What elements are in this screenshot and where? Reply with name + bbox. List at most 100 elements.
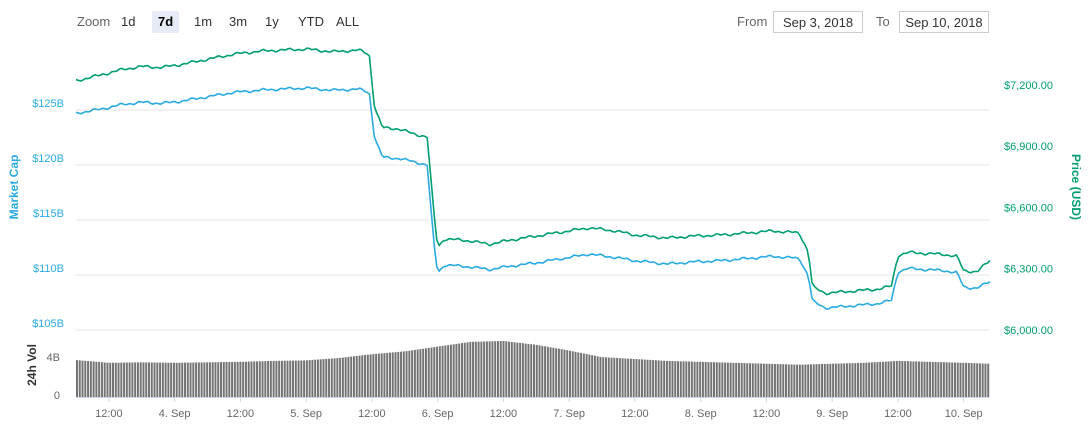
volume-bar [441, 345, 444, 397]
volume-bar [948, 362, 951, 397]
x-tick-label: 12:00 [358, 408, 386, 420]
volume-bar [178, 362, 181, 397]
volume-bar [139, 362, 142, 397]
market-cap-tick-label: $110B [33, 263, 64, 275]
volume-bar [754, 363, 757, 397]
volume-bar [78, 360, 81, 397]
volume-bar [621, 358, 624, 397]
volume-bar [131, 362, 134, 397]
volume-bar [167, 362, 170, 397]
volume-bar [610, 357, 613, 397]
volume-bar [472, 341, 475, 397]
volume-bar [829, 363, 832, 397]
market-cap-tick-label: $115B [33, 208, 64, 220]
volume-bar [790, 364, 793, 397]
volume-bar [962, 362, 965, 397]
volume-bar [901, 361, 904, 397]
volume-bar [724, 362, 727, 397]
volume-bar [269, 361, 272, 397]
volume-bar [483, 341, 486, 397]
volume-bar [593, 355, 596, 397]
volume-bar [422, 348, 425, 397]
volume-bar [250, 361, 253, 397]
volume-bar [854, 363, 857, 397]
zoom-1y-button[interactable]: 1y [265, 14, 279, 29]
volume-bar [128, 362, 131, 397]
volume-bar [430, 347, 433, 397]
volume-bar [826, 363, 829, 397]
volume-bar [546, 346, 549, 397]
zoom-3m-button[interactable]: 3m [229, 14, 248, 29]
volume-bar [674, 361, 677, 397]
volume-bar [217, 362, 220, 397]
volume-bar [638, 359, 641, 397]
volume-bar [145, 362, 148, 397]
zoom-1d-button[interactable]: 1d [121, 14, 136, 29]
volume-bar [906, 361, 909, 397]
volume-bar [172, 362, 175, 397]
volume-bar [624, 358, 627, 397]
volume-bar [236, 361, 239, 397]
volume-bar [383, 353, 386, 397]
volume-bar [380, 353, 383, 397]
x-tick-label: 12:00 [884, 408, 912, 420]
volume-bar [937, 362, 940, 397]
volume-bar [643, 359, 646, 397]
volume-bar [76, 360, 78, 397]
zoom-1m-button[interactable]: 1m [194, 14, 213, 29]
volume-bar [170, 362, 173, 397]
volume-bar [438, 346, 441, 397]
volume-bar [159, 362, 162, 397]
volume-bar [341, 357, 344, 397]
volume-bar [419, 349, 422, 397]
volume-bar [970, 363, 973, 397]
volume-bar [735, 362, 738, 397]
volume-bar [203, 362, 206, 397]
volume-bar [231, 362, 234, 397]
volume-bar [682, 361, 685, 397]
volume-bar [402, 351, 405, 397]
volume-bar [513, 342, 516, 397]
volume-bar [106, 362, 109, 397]
volume-bar [580, 352, 583, 397]
volume-bar [175, 362, 178, 397]
volume-bar [400, 351, 403, 397]
volume-bar [200, 362, 203, 397]
volume-bar [890, 361, 893, 397]
volume-bar [785, 364, 788, 397]
volume-bar [466, 342, 469, 397]
volume-bar [258, 361, 261, 397]
volume-bar [413, 349, 416, 397]
zoom-all-button[interactable]: ALL [336, 14, 360, 29]
volume-bar [893, 361, 896, 397]
volume-bar [870, 362, 873, 397]
volume-bar [211, 362, 214, 397]
volume-bar [303, 360, 306, 397]
volume-bar [868, 362, 871, 397]
to-date-input[interactable] [899, 11, 989, 33]
zoom-7d-button[interactable]: 7d [152, 11, 180, 33]
volume-bar [261, 361, 264, 397]
zoom-ytd-button[interactable]: YTD [298, 14, 324, 29]
volume-bar [184, 362, 186, 397]
volume-bar [773, 364, 776, 397]
volume-bar [153, 362, 156, 397]
volume-bar [375, 353, 378, 397]
volume-bar [582, 353, 585, 397]
price-tick-label: $7,200.00 [1004, 80, 1053, 92]
volume-bar [912, 361, 915, 397]
market-cap-tick-label: $120B [32, 153, 64, 165]
volume-bar [895, 360, 898, 397]
volume-bar [355, 356, 358, 397]
price-series-line [75, 47, 991, 296]
volume-bar [333, 358, 336, 397]
from-date-input[interactable] [773, 11, 863, 33]
volume-bar [729, 362, 732, 397]
volume-bar [458, 343, 461, 397]
volume-bar [452, 344, 455, 397]
volume-bar [197, 362, 200, 397]
volume-bar [760, 363, 763, 397]
volume-bar [635, 359, 638, 397]
volume-bar [328, 358, 331, 397]
